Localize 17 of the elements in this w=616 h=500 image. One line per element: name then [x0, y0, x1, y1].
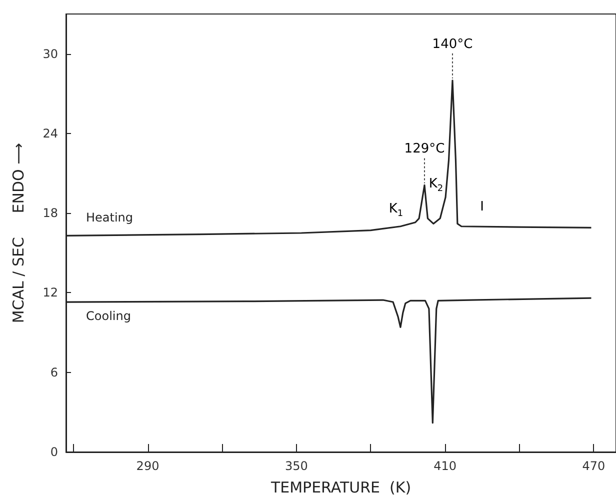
annotation: 129°C [404, 142, 445, 157]
annotation: 140°C [432, 36, 473, 52]
y-tick-label: 24 [42, 126, 58, 140]
series-label: Heating [86, 210, 134, 225]
y-tick-label: 0 [50, 445, 58, 459]
series-label: Cooling [86, 309, 131, 324]
y-axis-title: MCAL / SEC ENDO ⟶ [10, 142, 28, 324]
annotation: I [480, 200, 484, 214]
y-tick-label: 30 [42, 46, 58, 61]
y-tick-label: 12 [42, 286, 58, 300]
x-axis-title: TEMPERATURE (K) [270, 478, 412, 496]
y-tick-label: 18 [42, 206, 58, 220]
x-tick-label: 410 [434, 459, 457, 473]
x-tick-label: 350 [284, 459, 308, 473]
x-tick-label: 290 [136, 459, 160, 473]
x-tick-label: 470 [582, 459, 606, 473]
y-tick-label: 6 [50, 365, 58, 380]
